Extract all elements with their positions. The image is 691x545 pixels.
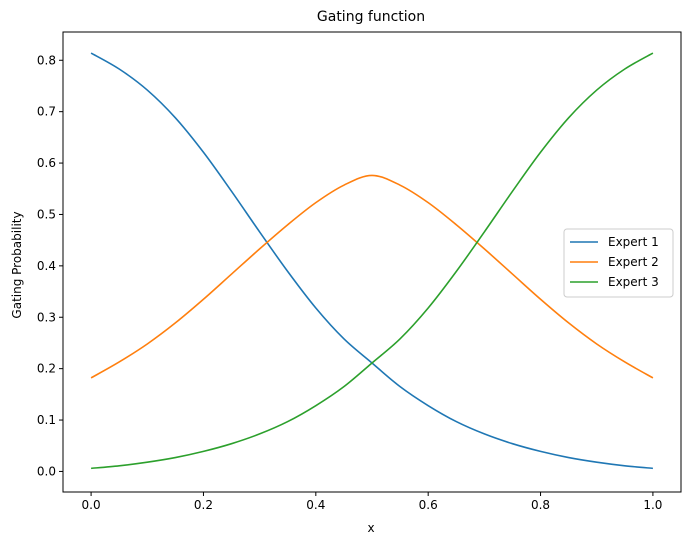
y-tick-label: 0.2: [37, 362, 56, 376]
legend-label: Expert 3: [608, 275, 659, 289]
y-tick-label: 0.6: [37, 156, 56, 170]
x-tick-label: 0.4: [306, 498, 325, 512]
x-axis-ticks: 0.0 0.2 0.4 0.6 0.8 1.0: [82, 492, 662, 512]
y-axis-ticks: 0.0 0.1 0.2 0.3 0.4 0.5 0.6 0.7 0.8: [37, 53, 63, 478]
x-tick-label: 0.8: [531, 498, 550, 512]
series-line-expert-2: [90, 174, 654, 379]
y-tick-label: 0.0: [37, 464, 56, 478]
legend-box: [563, 228, 674, 298]
y-axis-label: Gating Probability: [10, 211, 24, 318]
x-tick-label: 0.6: [419, 498, 438, 512]
x-tick-label: 0.2: [194, 498, 213, 512]
y-tick-label: 0.7: [37, 105, 56, 119]
y-tick-label: 0.8: [37, 53, 56, 67]
axes-frame: [62, 31, 682, 493]
series-lines: [90, 52, 654, 470]
y-tick-label: 0.3: [37, 310, 56, 324]
y-tick-label: 0.5: [37, 207, 56, 221]
series-line-expert-3: [91, 52, 654, 470]
legend: Expert 1 Expert 2 Expert 3: [563, 228, 674, 298]
y-tick-label: 0.1: [37, 413, 56, 427]
y-tick-label: 0.4: [37, 259, 56, 273]
x-axis-label: x: [367, 521, 374, 535]
legend-label: Expert 1: [608, 235, 659, 249]
chart-title: Gating function: [317, 9, 425, 25]
x-tick-label: 0.0: [82, 498, 101, 512]
legend-label: Expert 2: [608, 255, 659, 269]
x-tick-label: 1.0: [643, 498, 662, 512]
